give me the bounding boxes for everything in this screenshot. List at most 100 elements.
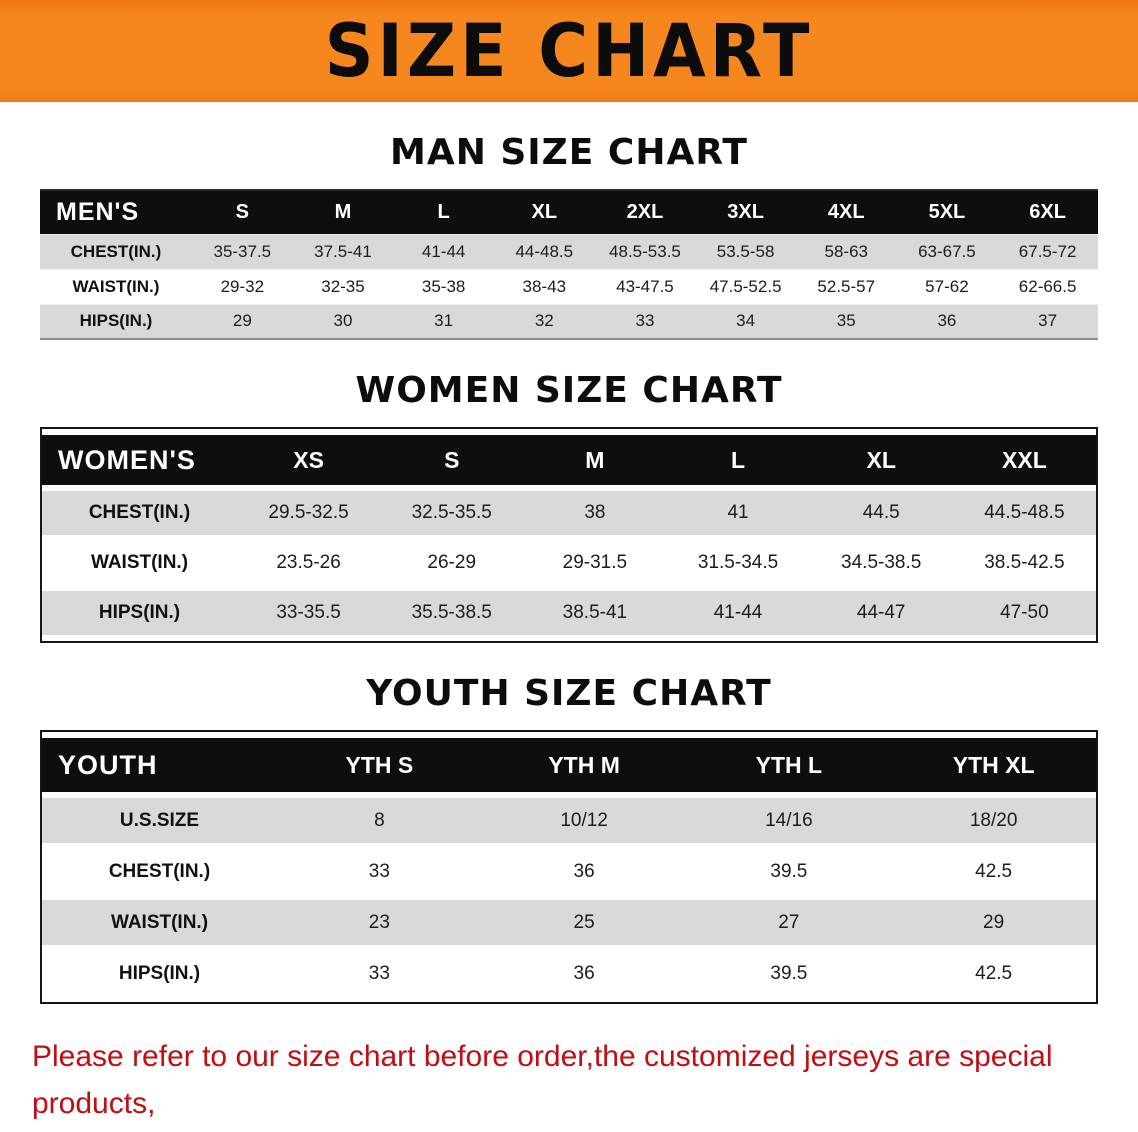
measurement-row: CHEST(IN.) 35-37.5 37.5-41 41-44 44-48.5 48.5… [40, 234, 1098, 269]
header-row: WOMEN'S XS S M L XL XXL [42, 435, 1096, 485]
measurement-row: WAIST(IN.) 29-32 32-35 35-38 38-43 43-47.5 47.… [40, 269, 1098, 304]
size-column-header: XS [237, 435, 381, 485]
size-column-header: L [393, 190, 494, 234]
measurement-value: 47-50 [1000, 602, 1049, 623]
measurement-value: 35.5-38.5 [411, 602, 492, 623]
size-column-header: M [292, 190, 394, 234]
measurement-value: 41 [727, 502, 749, 523]
size-column-header: 6XL [997, 190, 1098, 234]
measurement-label: HIPS(IN.) [79, 311, 153, 331]
women-size-table: WOMEN'S XS S M L XL XXL CHEST(IN.) 29.5-32.5 32.5… [40, 427, 1098, 643]
size-column-header: YTH S [277, 738, 482, 792]
measurement-value: 29 [983, 911, 1005, 933]
size-column-header: YTH M [481, 738, 687, 792]
measurement-value: 57-62 [925, 276, 969, 296]
size-column-header: XL [809, 435, 953, 485]
measurement-value: 27 [778, 911, 800, 933]
measurement-value: 38 [584, 502, 606, 523]
measurement-value: 29-32 [220, 276, 265, 296]
measurement-label: WAIST(IN.) [72, 276, 160, 296]
measurement-label: WAIST(IN.) [110, 911, 209, 933]
measurement-value: 37.5-41 [314, 241, 372, 261]
size-column-header: 5XL [896, 190, 998, 234]
measurement-row: WAIST(IN.) 23.5-26 26-29 29-31.5 31.5-34.5 34… [42, 541, 1096, 585]
table-title-cell: YOUTH [42, 738, 277, 792]
measurement-value: 43-47.5 [616, 276, 674, 296]
measurement-value: 32 [534, 311, 554, 331]
measurement-value: 32.5-35.5 [411, 502, 492, 523]
size-column-header: XL [493, 190, 595, 234]
measurement-value: 36 [937, 311, 957, 331]
measurement-value: 32-35 [321, 276, 365, 296]
measurement-value: 42.5 [975, 962, 1013, 984]
banner: SIZE CHART [0, 0, 1138, 102]
measurement-value: 44-47 [856, 602, 906, 623]
women-section-heading: WOMEN SIZE CHART [355, 370, 783, 411]
measurement-value: 31.5-34.5 [697, 552, 779, 573]
measurement-value: 48.5-53.5 [609, 241, 681, 261]
size-column-header: 3XL [695, 190, 796, 234]
men-size-table: MEN'S S M L XL 2XL 3XL 4XL 5XL 6XL CHEST(IN.) 35-37… [40, 189, 1098, 340]
measurement-value: 33 [368, 962, 390, 984]
measurement-value: 41-44 [713, 602, 763, 623]
measurement-value: 42.5 [975, 860, 1013, 882]
size-column-header: M [523, 435, 667, 485]
measurement-value: 36 [573, 962, 595, 984]
measurement-value: 23 [368, 911, 390, 933]
measurement-value: 39.5 [770, 860, 808, 882]
men-section-heading: MAN SIZE CHART [390, 132, 748, 173]
disclaimer-line-1: Please refer to our size chart before or… [32, 1040, 1053, 1120]
measurement-row: U.S.SIZE 8 10/12 14/16 18/20 [42, 798, 1096, 843]
measurement-label: HIPS(IN.) [98, 602, 181, 623]
measurement-value: 58-63 [824, 241, 868, 261]
measurement-value: 33 [368, 860, 390, 882]
measurement-value: 18/20 [969, 809, 1018, 831]
measurement-label: CHEST(IN.) [108, 860, 211, 882]
measurement-label: CHEST(IN.) [88, 502, 191, 523]
measurement-value: 34.5-38.5 [841, 552, 922, 573]
measurement-value: 38.5-41 [562, 602, 628, 623]
measurement-value: 62-66.5 [1018, 276, 1077, 296]
measurement-value: 33-35.5 [276, 602, 341, 623]
measurement-value: 31 [434, 311, 454, 331]
size-column-header: YTH L [686, 738, 892, 792]
youth-section-heading: YOUTH SIZE CHART [366, 673, 772, 714]
measurement-value: 10/12 [560, 809, 608, 831]
size-column-header: YTH XL [891, 738, 1096, 792]
size-column-header: XXL [952, 435, 1096, 485]
measurement-value: 44.5 [862, 502, 900, 523]
size-column-header: L [666, 435, 810, 485]
size-column-header: S [192, 190, 293, 234]
measurement-row: HIPS(IN.) 29 30 31 32 33 34 35 36 37 [40, 304, 1098, 339]
measurement-value: 39.5 [770, 962, 808, 984]
measurement-value: 38-43 [522, 276, 567, 296]
measurement-row: HIPS(IN.) 33 36 39.5 42.5 [42, 951, 1096, 996]
measurement-value: 35 [836, 311, 856, 331]
disclaimer-note: Please refer to our size chart before or… [32, 1034, 1108, 1132]
measurement-label: CHEST(IN.) [70, 241, 162, 261]
youth-size-table: YOUTH YTH S YTH M YTH L YTH XL U.S.SIZE 8 10/12… [40, 730, 1098, 1004]
measurement-value: 37 [1038, 311, 1058, 331]
table-title-cell: MEN'S [40, 190, 192, 234]
measurement-row: CHEST(IN.) 29.5-32.5 32.5-35.5 38 41 44.5 44.5… [42, 491, 1096, 535]
measurement-label: WAIST(IN.) [90, 552, 189, 573]
size-column-header: 2XL [594, 190, 696, 234]
table-title-cell: WOMEN'S [42, 435, 237, 485]
measurement-value: 29.5-32.5 [268, 502, 349, 523]
measurement-value: 29 [232, 311, 252, 331]
measurement-row: HIPS(IN.) 33-35.5 35.5-38.5 38.5-41 41-44 44-… [42, 591, 1096, 635]
measurement-value: 35-37.5 [213, 241, 272, 261]
measurement-value: 36 [573, 860, 595, 882]
page-title: SIZE CHART [324, 8, 814, 94]
header-row: MEN'S S M L XL 2XL 3XL 4XL 5XL 6XL [40, 190, 1098, 234]
measurement-value: 23.5-26 [276, 552, 341, 573]
measurement-value: 29-31.5 [562, 552, 628, 573]
header-row: YOUTH YTH S YTH M YTH L YTH XL [42, 738, 1096, 792]
measurement-value: 44-48.5 [515, 241, 574, 261]
measurement-label: U.S.SIZE [119, 809, 200, 831]
measurement-value: 38.5-42.5 [984, 552, 1065, 573]
measurement-value: 41-44 [421, 241, 466, 261]
measurement-value: 26-29 [427, 552, 477, 573]
measurement-row: CHEST(IN.) 33 36 39.5 42.5 [42, 849, 1096, 894]
